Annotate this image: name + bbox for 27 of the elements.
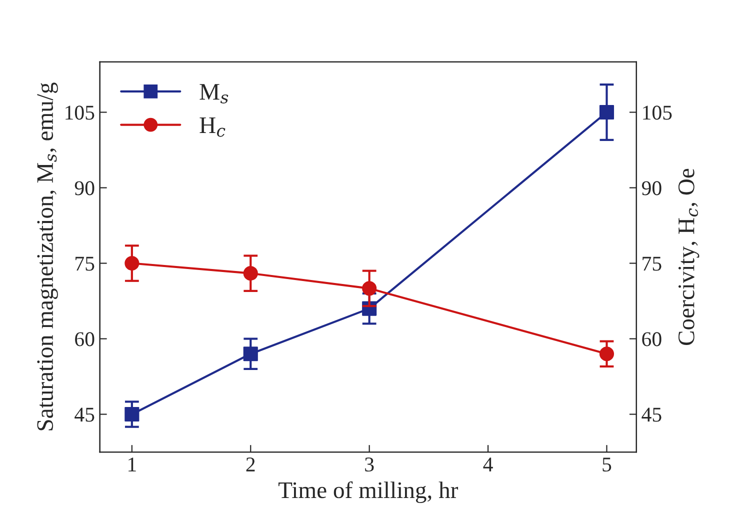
x-tick-label: 2 xyxy=(246,458,255,472)
y-axis-title: Saturation magnetization, M$_{s}$, emu/g xyxy=(37,82,58,430)
point xyxy=(243,346,258,362)
y2-axis-title: Coercivity, H$_{c}$, Oe xyxy=(678,168,700,346)
legend-label: H$_{c}$ xyxy=(200,117,226,137)
y2-tick-label: 105 xyxy=(643,106,672,120)
point xyxy=(599,104,614,120)
y2-tick-label: 75 xyxy=(642,256,662,271)
y-tick-label: 60 xyxy=(75,332,94,346)
legend-label: M$_{s}$ xyxy=(200,84,228,104)
y-tick-label: 105 xyxy=(66,106,94,120)
x-tick-label: 3 xyxy=(365,458,374,472)
y-tick-label: 90 xyxy=(74,181,94,196)
y2-tick-label: 45 xyxy=(642,408,662,422)
point xyxy=(124,256,140,271)
x-tick-label: 4 xyxy=(483,458,493,472)
x-tick-label: 5 xyxy=(602,458,612,472)
y-tick-label: 75 xyxy=(76,256,94,271)
point xyxy=(124,406,140,422)
point xyxy=(362,281,377,296)
x-tick-label: 1 xyxy=(128,458,136,472)
y-tick-label: 45 xyxy=(74,408,94,422)
x-axis-title: Time of milling, hr xyxy=(278,481,458,504)
y2-tick-label: 60 xyxy=(642,332,662,346)
point xyxy=(599,346,614,362)
point xyxy=(243,266,258,281)
y2-tick-label: 90 xyxy=(642,181,662,196)
